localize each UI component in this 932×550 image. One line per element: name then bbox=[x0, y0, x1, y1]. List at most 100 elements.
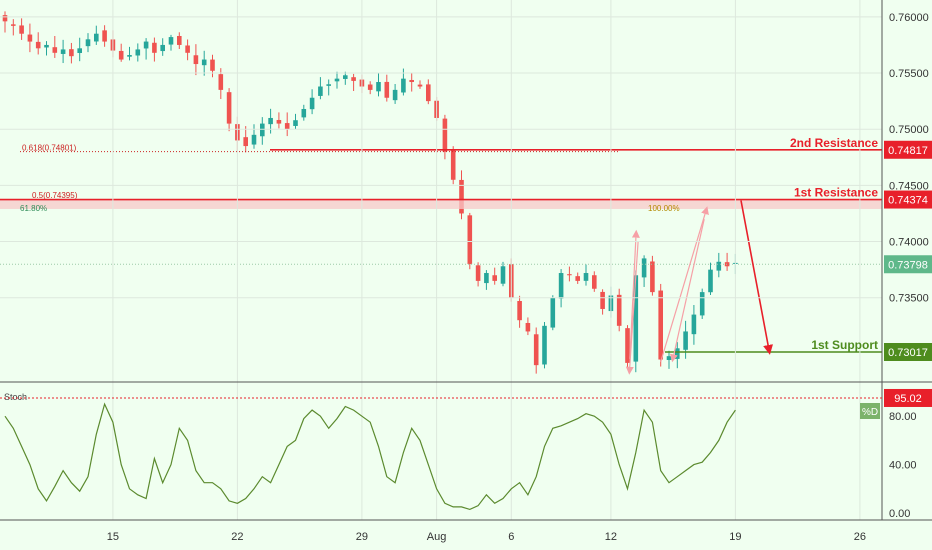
fib-05-label: 0.5(0.74395) bbox=[32, 191, 78, 200]
stoch-tick-label: 40.00 bbox=[889, 460, 917, 472]
resistance-zone bbox=[0, 199, 882, 209]
candle-body bbox=[558, 273, 564, 299]
candle-body bbox=[475, 265, 481, 281]
candle-body bbox=[583, 273, 589, 281]
candle-body bbox=[52, 47, 58, 53]
candle-body bbox=[459, 179, 464, 214]
candle-body bbox=[69, 49, 74, 57]
candle-body bbox=[724, 262, 730, 267]
stoch-d-badge-bg bbox=[860, 403, 880, 419]
time-tick-label: 29 bbox=[356, 531, 368, 543]
stoch-tick-label: 80.00 bbox=[889, 411, 917, 423]
fib-0618-label: 0.618(0.74801) bbox=[22, 144, 77, 153]
candles bbox=[2, 11, 738, 374]
first-resistance-price-bg bbox=[884, 190, 932, 209]
stoch-label[interactable]: Stoch bbox=[4, 392, 27, 402]
stoch-tick-label: 0.00 bbox=[889, 508, 910, 520]
candle-body bbox=[251, 134, 257, 145]
candle-body bbox=[118, 50, 124, 60]
candle-body bbox=[326, 84, 331, 86]
candle-body bbox=[367, 84, 373, 90]
candle-body bbox=[450, 149, 456, 180]
candle-body bbox=[260, 123, 265, 137]
candle-body bbox=[525, 322, 531, 332]
candle-body bbox=[592, 275, 597, 289]
candle-body bbox=[94, 33, 99, 42]
first-support-price: 0.73017 bbox=[888, 347, 928, 359]
candle-body bbox=[152, 42, 157, 53]
swing-arrow bbox=[669, 218, 705, 363]
candle-body bbox=[675, 348, 680, 359]
candle-body bbox=[550, 297, 556, 328]
candle-body bbox=[517, 300, 522, 321]
candle-body bbox=[11, 24, 16, 26]
fib-100-pct-label: 100.00% bbox=[648, 204, 680, 213]
candle-body bbox=[699, 292, 705, 316]
candle-body bbox=[575, 276, 580, 281]
current-price: 0.73798 bbox=[888, 259, 928, 271]
stoch-d-badge: %D bbox=[862, 407, 878, 418]
projection-arrow bbox=[740, 200, 773, 355]
candle-body bbox=[666, 356, 672, 360]
price-tick-label: 0.76000 bbox=[889, 12, 929, 24]
candle-body bbox=[392, 89, 398, 101]
candle-body bbox=[210, 59, 215, 71]
price-tick-label: 0.74000 bbox=[889, 237, 929, 249]
candle-body bbox=[2, 15, 8, 22]
candle-body bbox=[343, 75, 348, 79]
candle-body bbox=[484, 273, 489, 284]
time-tick-label: 15 bbox=[107, 531, 119, 543]
candle-body bbox=[691, 314, 697, 335]
candle-body bbox=[276, 119, 282, 124]
level-lines: 0.618(0.74801) 0.5(0.74395) 61.80% 100.00% bbox=[0, 144, 882, 375]
price-tick-label: 0.75500 bbox=[889, 68, 929, 80]
candle-body bbox=[658, 290, 663, 360]
time-tick-label: 22 bbox=[231, 531, 243, 543]
price-tick-label: 0.73500 bbox=[889, 293, 929, 305]
candle-body bbox=[284, 123, 290, 130]
second-resistance-label: 2nd Resistance bbox=[790, 136, 878, 150]
time-tick-label: 19 bbox=[729, 531, 741, 543]
candle-body bbox=[19, 25, 24, 34]
price-tick-label: 0.75000 bbox=[889, 124, 929, 136]
candle-body bbox=[351, 77, 356, 81]
swing-arrow bbox=[625, 241, 639, 375]
candle-body bbox=[318, 86, 323, 96]
candle-body bbox=[492, 275, 497, 281]
time-tick-label: 26 bbox=[854, 531, 866, 543]
candle-body bbox=[683, 331, 688, 350]
level-labels: 2nd Resistance 1st Resistance 1st Support 0… bbox=[790, 136, 932, 362]
price-tick-label: 0.74500 bbox=[889, 180, 929, 192]
time-axis[interactable]: 15 22 29 Aug 6 12 19 26 bbox=[107, 531, 866, 543]
candle-body bbox=[384, 81, 390, 98]
first-resistance-label: 1st Resistance bbox=[794, 186, 878, 200]
candle-body bbox=[633, 275, 639, 362]
price-axis[interactable]: 0.76000 0.75500 0.75000 0.74500 0.74000 0.735… bbox=[889, 12, 929, 305]
candle-body bbox=[102, 30, 107, 42]
second-resistance-price-bg bbox=[884, 140, 932, 159]
candle-body bbox=[426, 84, 431, 102]
time-tick-label: 6 bbox=[508, 531, 514, 543]
candle-body bbox=[467, 215, 473, 265]
second-resistance-price: 0.74817 bbox=[888, 145, 928, 157]
price-pane: 0.618(0.74801) 0.5(0.74395) 61.80% 100.00% bbox=[0, 0, 882, 520]
time-tick-label: 12 bbox=[605, 531, 617, 543]
candle-body bbox=[417, 84, 423, 87]
stochastic-pane: Stoch 95.02 %D 80.00 40.00 0.00 bbox=[0, 388, 932, 520]
candle-body bbox=[334, 78, 340, 82]
candle-body bbox=[641, 258, 647, 278]
candle-body bbox=[77, 48, 82, 53]
candle-body bbox=[44, 44, 49, 48]
candle-body bbox=[500, 266, 506, 284]
candle-body bbox=[127, 55, 132, 57]
first-resistance-price: 0.74374 bbox=[888, 195, 928, 207]
stoch-overbought-value: 95.02 bbox=[894, 393, 922, 405]
candle-body bbox=[567, 274, 572, 276]
candle-body bbox=[143, 41, 149, 49]
candle-body bbox=[135, 49, 141, 56]
candle-body bbox=[85, 39, 91, 47]
candle-body bbox=[533, 334, 539, 366]
candle-body bbox=[185, 45, 190, 53]
candle-body bbox=[226, 92, 232, 124]
